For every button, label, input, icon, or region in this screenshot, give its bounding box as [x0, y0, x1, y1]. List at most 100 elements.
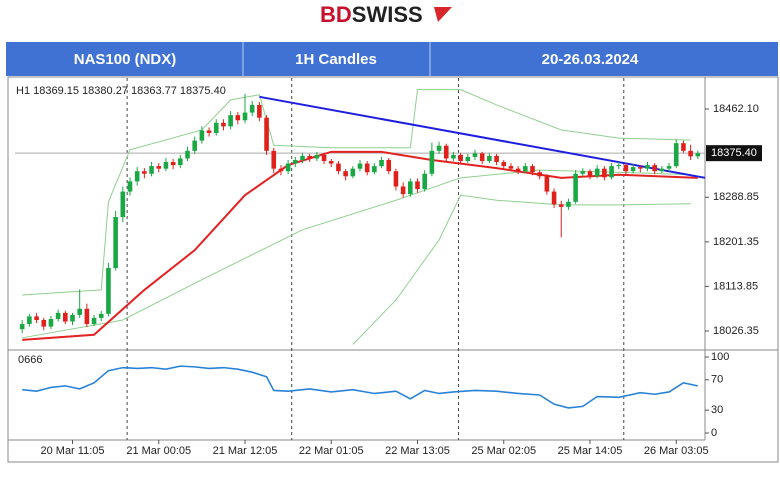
candle-body — [264, 117, 269, 151]
candle-body — [645, 165, 650, 169]
candle-body — [142, 171, 147, 174]
candle-body — [479, 153, 485, 162]
candle-body — [91, 317, 97, 325]
logo-flag — [434, 7, 452, 22]
candle-body — [257, 104, 262, 118]
candle-body — [372, 166, 377, 173]
candle-body — [487, 155, 492, 162]
candle-body — [293, 159, 298, 164]
candle-body — [48, 318, 54, 327]
candle-body — [436, 145, 442, 151]
candle-body — [530, 166, 535, 173]
candle-body — [228, 115, 233, 127]
candle-body — [551, 191, 557, 205]
candle-body — [19, 324, 25, 330]
x-tick-label: 26 Mar 03:05 — [644, 445, 709, 457]
candle-body — [120, 191, 126, 218]
candle-body — [364, 163, 370, 173]
candle-body — [681, 143, 686, 151]
y-tick-label: 18288.85 — [713, 191, 759, 203]
candle-body — [458, 154, 463, 162]
candle-body — [336, 163, 341, 172]
candle-body — [84, 308, 90, 325]
candle-body — [350, 168, 356, 177]
candle-body — [379, 159, 384, 167]
candle-body — [41, 319, 47, 327]
candle-body — [343, 171, 348, 177]
y-tick-label: 100 — [711, 351, 729, 363]
candle-body — [573, 173, 578, 202]
logo-b: SWISS — [352, 2, 423, 27]
candle-body — [163, 162, 169, 169]
candle-body — [623, 165, 629, 172]
candle-body — [609, 166, 614, 178]
y-tick-label: 18201.35 — [713, 236, 759, 248]
candle-body — [587, 171, 593, 177]
candle-body — [271, 150, 277, 169]
candle-body — [235, 115, 241, 121]
candle-body — [594, 168, 600, 177]
candle-body — [666, 166, 672, 169]
candle-body — [451, 154, 456, 159]
candle-body — [77, 308, 82, 315]
candle-body — [278, 168, 284, 172]
candle-body — [321, 154, 327, 162]
candle-body — [659, 168, 665, 172]
x-tick-label: 25 Mar 02:05 — [471, 445, 536, 457]
candle-body — [300, 155, 305, 160]
candle-body — [134, 171, 140, 182]
logo: BDSWISS — [320, 2, 423, 27]
candle-body — [494, 155, 499, 163]
x-tick-label: 25 Mar 14:05 — [558, 445, 623, 457]
candle-body — [156, 166, 162, 169]
candle-body — [170, 162, 176, 166]
header-cell: NAS100 (NDX) — [74, 51, 177, 68]
x-tick-label: 21 Mar 00:05 — [126, 445, 191, 457]
frame — [7, 76, 779, 463]
candle-body — [523, 166, 528, 172]
candle-body — [127, 181, 133, 192]
candle-body — [580, 171, 586, 174]
candle-body — [443, 145, 449, 159]
candle-body — [178, 158, 183, 166]
indicator-title: 0666 — [18, 354, 42, 366]
candle-body — [544, 176, 550, 192]
candle-body — [106, 268, 111, 314]
candle-body — [34, 316, 39, 320]
line — [22, 150, 698, 341]
line — [352, 194, 691, 345]
line — [22, 89, 691, 296]
candle-body — [652, 165, 657, 172]
candle-body — [400, 186, 406, 195]
candle-body — [285, 163, 291, 172]
candle-body — [63, 312, 68, 322]
candle-body — [199, 130, 205, 141]
candle-body — [673, 143, 679, 167]
header-cell: 20-26.03.2024 — [542, 51, 639, 68]
candle-body — [242, 112, 248, 121]
y-tick-label: 0 — [711, 427, 717, 439]
candle-body — [508, 166, 514, 169]
candle-body — [415, 181, 420, 190]
candle-body — [515, 168, 521, 172]
x-tick-label: 20 Mar 11:05 — [40, 445, 104, 457]
ohlc-label: H1 18369.15 18380.27 18363.77 18375.40 — [16, 85, 226, 97]
candle-body — [386, 159, 392, 172]
line — [22, 169, 691, 339]
line — [22, 365, 698, 409]
candle-body — [429, 150, 435, 174]
candle-body — [602, 168, 607, 178]
candle-body — [566, 201, 571, 207]
y-tick-label: 70 — [711, 374, 723, 386]
last-price-box — [706, 145, 762, 162]
candle-body — [314, 154, 320, 159]
candle-body — [501, 162, 507, 167]
candle-body — [185, 150, 190, 159]
candle-body — [328, 161, 334, 164]
x-tick-label: 21 Mar 12:05 — [213, 445, 278, 457]
candle-body — [616, 165, 622, 167]
candle-body — [113, 217, 118, 269]
candle-body — [357, 163, 363, 169]
